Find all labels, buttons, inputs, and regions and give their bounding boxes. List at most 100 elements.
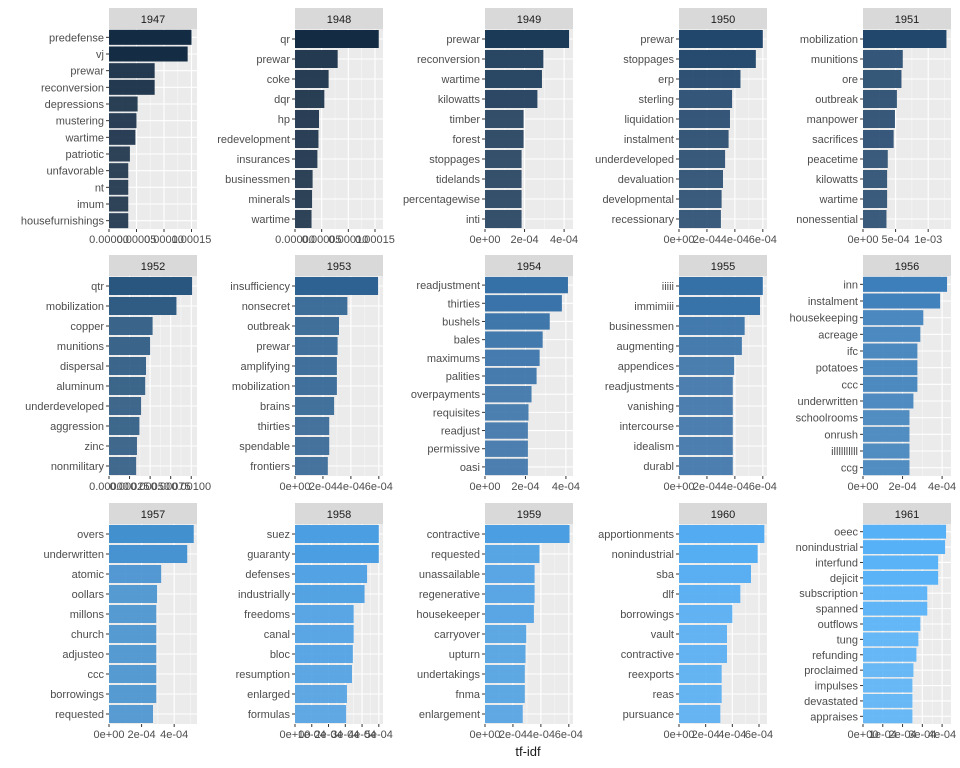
- category-label: devastated: [804, 696, 858, 708]
- bar-1960-pursuance: [679, 705, 721, 723]
- facet-strip-label: 1951: [895, 14, 919, 26]
- category-label: apportionments: [598, 529, 674, 541]
- facet-panel-1960: 1960 apportionments nonindustrial sba dlf bor…: [598, 503, 773, 741]
- bar-1961-oeec: [863, 524, 947, 539]
- bar-1950-instalment: [679, 130, 729, 148]
- x-tick-label: 6e-04: [749, 481, 777, 493]
- category-label: adjusteo: [62, 649, 104, 661]
- category-label: proclaimed: [804, 665, 858, 677]
- category-label: defenses: [245, 569, 290, 581]
- bar-1950-stoppages: [679, 50, 756, 68]
- bar-1960-apportionments: [679, 525, 765, 543]
- bar-1958-resumption: [295, 665, 352, 683]
- bar-1948-prewar: [295, 50, 338, 68]
- x-tick-label: 5e-04: [882, 234, 910, 246]
- category-label: pursuance: [623, 709, 674, 721]
- bar-1956-potatoes: [863, 360, 918, 376]
- bar-1951-mobilization: [863, 30, 947, 48]
- category-label: reas: [653, 689, 675, 701]
- bar-1952-zinc: [109, 437, 137, 455]
- x-tick-label: 0.00000: [89, 234, 129, 246]
- x-tick-label: 1e-04: [869, 729, 897, 741]
- x-tick-label: 0e+00: [848, 729, 879, 741]
- category-label: oollars: [72, 589, 105, 601]
- category-label: imum: [77, 199, 104, 211]
- category-label: munitions: [57, 341, 105, 353]
- category-label: palities: [446, 371, 481, 383]
- category-label: nonmilitary: [51, 461, 105, 473]
- category-label: vj: [96, 49, 104, 61]
- bar-1948-minerals: [295, 190, 313, 208]
- bar-1953-thirties: [295, 417, 330, 435]
- category-label: wartime: [250, 214, 290, 226]
- facet-strip: [109, 255, 197, 276]
- x-tick-label: 0.00015: [172, 234, 212, 246]
- category-label: permissive: [427, 444, 480, 456]
- category-label: forest: [452, 134, 480, 146]
- bar-1949-kilowatts: [485, 90, 538, 108]
- bar-1947-wartime: [109, 129, 136, 145]
- bar-1949-stoppages: [485, 150, 522, 168]
- bar-1959-carryover: [485, 625, 527, 643]
- x-tick-label: 4e-04: [928, 481, 956, 493]
- bar-1953-mobilization: [295, 377, 337, 395]
- x-tick-label: 0e+00: [664, 481, 695, 493]
- bar-1948-businessmen: [295, 170, 313, 188]
- bar-1955-durabl: [679, 457, 733, 475]
- category-label: readjustment: [416, 280, 480, 292]
- category-label: ccg: [841, 463, 858, 475]
- bar-1947-nt: [109, 179, 129, 195]
- bar-1951-sacrifices: [863, 130, 894, 148]
- bar-1953-nonsecret: [295, 297, 348, 315]
- category-label: reexports: [628, 669, 674, 681]
- bar-1950-liquidation: [679, 110, 730, 128]
- bar-1947-prewar: [109, 63, 155, 79]
- x-tick-label: 0e+00: [848, 481, 879, 493]
- category-label: housefurnishings: [21, 216, 105, 228]
- bar-1954-readjustment: [485, 276, 568, 294]
- category-label: canal: [264, 629, 290, 641]
- category-label: requested: [55, 709, 104, 721]
- bar-1955-intercourse: [679, 417, 733, 435]
- category-label: brains: [260, 401, 290, 413]
- category-label: frontiers: [250, 461, 290, 473]
- bar-1956-schoolrooms: [863, 410, 910, 426]
- bar-1949-inti: [485, 210, 522, 228]
- bar-1961-subscription: [863, 586, 928, 601]
- category-label: wartime: [440, 74, 480, 86]
- bar-1949-reconversion: [485, 50, 544, 68]
- category-label: enlargement: [419, 709, 480, 721]
- category-label: instalment: [808, 296, 858, 308]
- bar-1957-atomic: [109, 565, 162, 583]
- facet-strip-label: 1954: [517, 261, 541, 273]
- facet-panel-1959: 1959 contractive requested unassailable rege…: [416, 503, 583, 741]
- category-label: fnma: [456, 689, 481, 701]
- facet-strip-label: 1958: [327, 509, 351, 521]
- facet-strip-label: 1952: [141, 261, 165, 273]
- category-label: outbreak: [247, 321, 290, 333]
- x-tick-label: 0.00010: [328, 234, 368, 246]
- bar-1952-aluminum: [109, 377, 146, 395]
- bar-1960-contractive: [679, 645, 727, 663]
- category-label: wartime: [64, 132, 104, 144]
- category-label: millons: [70, 609, 105, 621]
- category-label: recessionary: [612, 214, 675, 226]
- category-label: guaranty: [247, 549, 290, 561]
- x-tick-label: 4e-04: [550, 234, 578, 246]
- category-label: percentagewise: [403, 194, 480, 206]
- category-label: sacrifices: [812, 134, 858, 146]
- x-tick-label: 5e-04: [365, 729, 393, 741]
- bar-1954-readjust: [485, 422, 528, 439]
- category-label: inti: [466, 214, 480, 226]
- bar-1959-enlargement: [485, 705, 523, 723]
- category-label: dlf: [662, 589, 675, 601]
- category-label: immimiii: [634, 301, 674, 313]
- facet-panel-1951: 1951 mobilization munitions ore outbreak manp…: [796, 8, 951, 246]
- facet-strip: [485, 8, 573, 29]
- bar-1958-freedoms: [295, 605, 354, 623]
- category-label: contractive: [621, 649, 674, 661]
- bar-1948-wartime: [295, 210, 312, 228]
- x-tick-label: 2e-04: [128, 729, 156, 741]
- facet-strip: [295, 8, 383, 29]
